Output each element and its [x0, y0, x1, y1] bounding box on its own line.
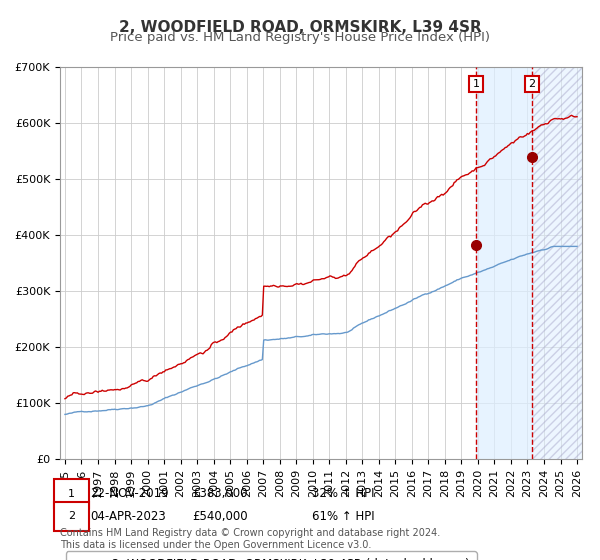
Text: Price paid vs. HM Land Registry's House Price Index (HPI): Price paid vs. HM Land Registry's House …: [110, 31, 490, 44]
Text: 32% ↑ HPI: 32% ↑ HPI: [312, 487, 374, 501]
Text: 1: 1: [68, 489, 75, 499]
Text: 2: 2: [68, 511, 75, 521]
Bar: [532, 67, 586, 459]
Bar: [476, 67, 532, 459]
Text: 1: 1: [473, 79, 480, 89]
Text: £383,000: £383,000: [192, 487, 248, 501]
Legend: 2, WOODFIELD ROAD, ORMSKIRK, L39 4SR (detached house), HPI: Average price, detac: 2, WOODFIELD ROAD, ORMSKIRK, L39 4SR (de…: [66, 552, 476, 560]
Text: 2: 2: [528, 79, 535, 89]
Text: 2, WOODFIELD ROAD, ORMSKIRK, L39 4SR: 2, WOODFIELD ROAD, ORMSKIRK, L39 4SR: [119, 20, 481, 35]
Text: 22-NOV-2019: 22-NOV-2019: [90, 487, 169, 501]
Text: Contains HM Land Registry data © Crown copyright and database right 2024.
This d: Contains HM Land Registry data © Crown c…: [60, 528, 440, 550]
Text: 61% ↑ HPI: 61% ↑ HPI: [312, 510, 374, 523]
Text: £540,000: £540,000: [192, 510, 248, 523]
Text: 04-APR-2023: 04-APR-2023: [90, 510, 166, 523]
